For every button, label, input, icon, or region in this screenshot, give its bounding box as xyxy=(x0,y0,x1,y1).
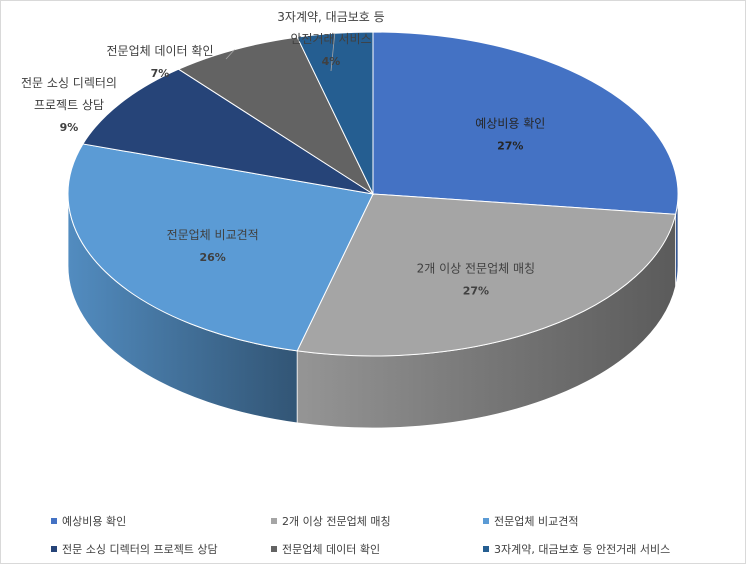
legend-item-1: 2개 이상 전문업체 매칭 xyxy=(271,513,391,529)
legend-swatch-3 xyxy=(51,546,57,552)
legend-label-0: 예상비용 확인 xyxy=(62,515,127,528)
leader-line-5 xyxy=(330,33,336,72)
legend-swatch-1 xyxy=(271,518,277,524)
legend-item-5: 3자계약, 대금보호 등 안전거래 서비스 xyxy=(483,541,670,557)
pie-slice-5 xyxy=(296,31,374,195)
data-label-5-line-1: 안전거래 서비스 xyxy=(290,32,371,46)
pie-slice-2 xyxy=(67,143,374,352)
pie-slice-0 xyxy=(372,31,679,215)
legend-label-5: 3자계약, 대금보호 등 안전거래 서비스 xyxy=(494,543,671,556)
data-label-pct-1: 27% xyxy=(463,284,489,297)
data-label-pct-4: 7% xyxy=(151,67,170,80)
legend-swatch-0 xyxy=(51,518,57,524)
legend-item-4: 전문업체 데이터 확인 xyxy=(271,541,380,557)
data-label-2-line-0: 전문업체 비교견적 xyxy=(167,228,259,242)
data-label-5-line-0: 3자계약, 대금보호 등 xyxy=(277,9,384,24)
legend-swatch-2 xyxy=(483,518,489,524)
pie-slice-1 xyxy=(296,193,677,357)
legend-label-4: 전문업체 데이터 확인 xyxy=(282,543,381,556)
data-label-pct-2: 26% xyxy=(199,251,225,264)
legend-label-1: 2개 이상 전문업체 매칭 xyxy=(282,515,391,528)
data-label-pct-5: 4% xyxy=(322,55,341,68)
legend-swatch-4 xyxy=(271,546,277,552)
data-label-3-line-1: 프로젝트 상담 xyxy=(34,98,104,112)
legend-item-2: 전문업체 비교견적 xyxy=(483,513,578,529)
pie-slice-3 xyxy=(82,68,374,195)
data-label-3-line-0: 전문 소싱 디렉터의 xyxy=(21,76,117,90)
data-label-0-line-0: 예상비용 확인 xyxy=(475,117,545,131)
legend-swatch-5 xyxy=(483,546,489,552)
legend-item-3: 전문 소싱 디렉터의 프로젝트 상담 xyxy=(51,541,218,557)
data-label-4-line-0: 전문업체 데이터 확인 xyxy=(107,44,214,58)
leader-line-4 xyxy=(225,49,235,60)
legend-item-0: 예상비용 확인 xyxy=(51,513,126,529)
data-label-1-line-0: 2개 이상 전문업체 매칭 xyxy=(417,261,535,275)
pie-slice-4 xyxy=(177,36,375,196)
data-label-pct-0: 27% xyxy=(497,140,523,153)
data-label-pct-3: 9% xyxy=(60,121,79,134)
legend-label-2: 전문업체 비교견적 xyxy=(494,515,579,528)
legend-label-3: 전문 소싱 디렉터의 프로젝트 상담 xyxy=(62,543,218,556)
